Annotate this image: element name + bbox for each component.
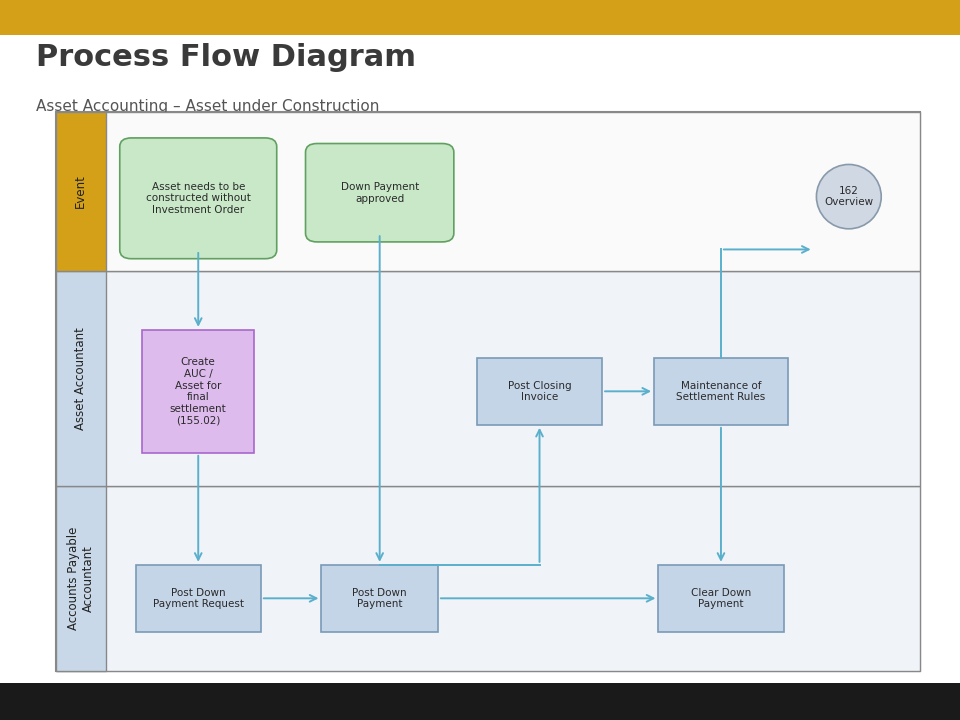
FancyBboxPatch shape: [305, 143, 454, 242]
Text: Maintenance of
Settlement Rules: Maintenance of Settlement Rules: [677, 381, 765, 402]
Text: 162
Overview: 162 Overview: [825, 186, 874, 207]
Bar: [56, 487, 106, 671]
Bar: [142, 330, 254, 453]
Bar: [56, 112, 920, 271]
Bar: [56, 112, 920, 671]
Text: Process Flow Diagram: Process Flow Diagram: [36, 43, 417, 72]
Text: Post Down
Payment: Post Down Payment: [352, 588, 407, 609]
Bar: [322, 564, 438, 632]
Bar: [56, 271, 920, 487]
Text: Accounts Payable
Accountant: Accounts Payable Accountant: [67, 527, 95, 631]
Text: Post Closing
Invoice: Post Closing Invoice: [508, 381, 571, 402]
Ellipse shape: [816, 164, 881, 229]
Text: Down Payment
approved: Down Payment approved: [341, 182, 419, 204]
Bar: [56, 112, 106, 271]
Text: Asset Accounting – Asset under Construction: Asset Accounting – Asset under Construct…: [36, 99, 380, 114]
Bar: [654, 358, 788, 425]
Text: Asset needs to be
constructed without
Investment Order: Asset needs to be constructed without In…: [146, 181, 251, 215]
FancyBboxPatch shape: [120, 138, 276, 258]
Text: 10: 10: [926, 695, 943, 708]
Bar: [659, 564, 783, 632]
Bar: [477, 358, 602, 425]
Bar: [56, 487, 920, 671]
Text: Create
AUC /
Asset for
final
settlement
(155.02): Create AUC / Asset for final settlement …: [170, 357, 227, 426]
Text: Asset Accountant: Asset Accountant: [74, 328, 87, 430]
Text: Clear Down
Payment: Clear Down Payment: [691, 588, 751, 609]
Text: © 2013 SAP AG. All rights reserved.: © 2013 SAP AG. All rights reserved.: [17, 696, 218, 706]
Text: Post Down
Payment Request: Post Down Payment Request: [153, 588, 244, 609]
Bar: [56, 271, 106, 487]
Bar: [135, 564, 261, 632]
Text: Event: Event: [74, 174, 87, 208]
Bar: [0, 683, 960, 720]
Bar: [0, 0, 960, 35]
